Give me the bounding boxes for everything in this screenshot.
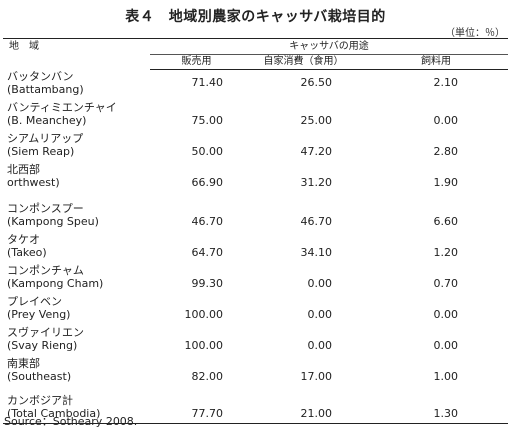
- table-row: バンティミエンチャイ (B. Meanchey) 75.00 25.00 0.00: [3, 97, 508, 128]
- region-cell: スヴァイリエン (Svay Rieng): [3, 322, 150, 353]
- value-home-consumption: 0.00: [307, 276, 333, 290]
- table-row: コンポンスプー (Kampong Speu) 46.70 46.70 6.60: [3, 190, 508, 229]
- usage-group-header: キャッサバの用途: [150, 38, 508, 55]
- value-feed: 1.30: [364, 383, 508, 424]
- region-cell: 北西部 orthwest): [3, 159, 150, 190]
- value-sale: 82.00: [191, 369, 224, 383]
- table-row: コンポンチャム (Kampong Cham) 99.30 0.00 0.70: [3, 260, 508, 291]
- table-row: バッタンバン (Battambang) 71.40 26.50 2.10: [3, 70, 508, 97]
- unit-note: （単位：％）: [445, 28, 505, 39]
- region-name-jp: 北西部: [7, 162, 40, 176]
- value-sale: 77.70: [150, 383, 243, 424]
- region-name-en: (Kampong Speu): [7, 215, 99, 228]
- region-name-en: orthwest): [7, 176, 60, 189]
- value-home-consumption: 0.00: [307, 307, 333, 321]
- region-column-header: 地 域: [3, 38, 150, 70]
- region-name-en: (Siem Reap): [7, 145, 75, 158]
- region-name-en: (Svay Rieng): [7, 339, 78, 352]
- region-name-en: (Prey Veng): [7, 308, 71, 321]
- region-cell: コンポンチャム (Kampong Cham): [3, 260, 150, 291]
- table-row: プレイベン (Prey Veng) 100.00 0.00 0.00: [3, 291, 508, 322]
- value-feed: 2.10: [433, 76, 459, 89]
- region-cell: バンティミエンチャイ (B. Meanchey): [3, 97, 150, 128]
- value-feed: 0.00: [433, 307, 459, 321]
- region-cell: タケオ (Takeo): [3, 229, 150, 260]
- region-name-en: (Battambang): [7, 83, 84, 96]
- value-sale: 46.70: [191, 214, 224, 228]
- region-name-en: (Kampong Cham): [7, 277, 104, 290]
- table-title: 表４ 地域別農家のキャッサバ栽培目的: [125, 9, 386, 25]
- value-feed: 2.80: [433, 144, 459, 158]
- region-name-en: (Takeo): [7, 246, 47, 259]
- table-row-subtotal: 北西部 orthwest) 66.90 31.20 1.90: [3, 159, 508, 190]
- value-home-consumption: 26.50: [300, 76, 333, 89]
- col-header-feed: 飼料用: [364, 54, 508, 70]
- value-sale: 64.70: [191, 245, 224, 259]
- region-name-jp: プレイベン: [7, 294, 62, 308]
- value-home-consumption: 46.70: [300, 214, 333, 228]
- header-row-columns: 販売用 自家消費（食用） 飼料用: [3, 54, 508, 70]
- value-feed: 1.90: [433, 175, 459, 189]
- value-home-consumption: 0.00: [307, 338, 333, 352]
- value-feed: 1.00: [433, 369, 459, 383]
- value-home-consumption: 21.00: [243, 383, 364, 424]
- table-row: スヴァイリエン (Svay Rieng) 100.00 0.00 0.00: [3, 322, 508, 353]
- region-cell: バッタンバン (Battambang): [3, 70, 150, 97]
- region-cell: カンボジア計 (Total Cambodia): [3, 383, 150, 424]
- value-sale: 50.00: [191, 144, 224, 158]
- data-table: 地 域 キャッサバの用途 販売用 自家消費（食用） 飼料用 バッタンバン (Bat…: [3, 38, 508, 424]
- region-name-jp: 南東部: [7, 356, 40, 370]
- region-name-en: (Total Cambodia): [7, 407, 101, 420]
- value-sale: 99.30: [191, 276, 224, 290]
- source-note: Source：Sotheary 2008.: [4, 415, 138, 428]
- region-cell: コンポンスプー (Kampong Speu): [3, 190, 150, 229]
- region-name-jp: コンポンチャム: [7, 263, 84, 277]
- value-sale: 100.00: [184, 307, 224, 321]
- value-sale: 71.40: [191, 76, 224, 89]
- value-home-consumption: 34.10: [300, 245, 333, 259]
- table-row-subtotal: 南東部 (Southeast) 82.00 17.00 1.00: [3, 353, 508, 384]
- region-name-jp: カンボジア計: [7, 393, 73, 407]
- region-name-jp: コンポンスプー: [7, 201, 84, 215]
- value-sale: 66.90: [191, 175, 224, 189]
- value-home-consumption: 25.00: [300, 113, 333, 127]
- region-name-jp: バンティミエンチャイ: [7, 100, 117, 114]
- value-home-consumption: 47.20: [300, 144, 333, 158]
- value-home-consumption: 31.20: [300, 175, 333, 189]
- region-name-en: (B. Meanchey): [7, 114, 87, 127]
- col-header-home-consumption: 自家消費（食用）: [243, 54, 364, 70]
- region-cell: 南東部 (Southeast): [3, 353, 150, 384]
- region-name-jp: タケオ: [7, 232, 40, 246]
- region-name-en: (Southeast): [7, 370, 72, 383]
- table-row: シアムリアップ (Siem Reap) 50.00 47.20 2.80: [3, 128, 508, 159]
- value-feed: 1.20: [433, 245, 459, 259]
- value-feed: 0.00: [433, 338, 459, 352]
- col-header-sale: 販売用: [150, 54, 243, 70]
- region-name-jp: バッタンバン: [7, 69, 74, 83]
- value-feed: 0.70: [433, 276, 459, 290]
- region-cell: シアムリアップ (Siem Reap): [3, 128, 150, 159]
- value-feed: 0.00: [433, 113, 459, 127]
- header-row-group: 地 域 キャッサバの用途: [3, 38, 508, 70]
- value-sale: 75.00: [191, 113, 224, 127]
- region-name-jp: シアムリアップ: [7, 131, 84, 145]
- value-home-consumption: 17.00: [300, 369, 333, 383]
- value-sale: 100.00: [184, 338, 224, 352]
- value-feed: 6.60: [433, 214, 459, 228]
- table-row-total: カンボジア計 (Total Cambodia) 77.70 21.00 1.30: [3, 383, 508, 424]
- region-name-jp: スヴァイリエン: [7, 325, 84, 339]
- table-row: タケオ (Takeo) 64.70 34.10 1.20: [3, 229, 508, 260]
- region-cell: プレイベン (Prey Veng): [3, 291, 150, 322]
